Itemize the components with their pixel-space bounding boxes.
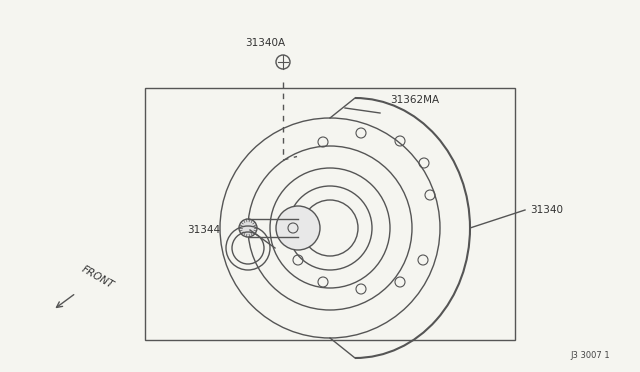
Text: 31340: 31340 xyxy=(530,205,563,215)
Circle shape xyxy=(239,219,257,237)
Text: 31340A: 31340A xyxy=(245,38,285,48)
Text: 31362MA: 31362MA xyxy=(390,95,439,105)
Text: J3 3007 1: J3 3007 1 xyxy=(570,351,610,360)
Bar xyxy=(145,88,515,340)
Text: 31344: 31344 xyxy=(187,225,220,235)
Text: FRONT: FRONT xyxy=(80,264,116,290)
Circle shape xyxy=(276,206,320,250)
